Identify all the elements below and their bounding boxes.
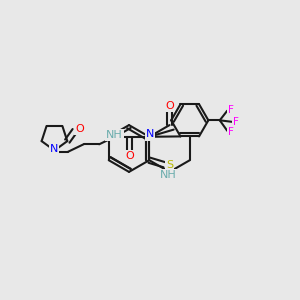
Text: NH: NH xyxy=(106,130,122,140)
Text: F: F xyxy=(233,117,239,127)
Text: O: O xyxy=(165,101,174,111)
Text: NH: NH xyxy=(160,170,176,180)
Text: N: N xyxy=(50,144,58,154)
Text: S: S xyxy=(166,160,173,170)
Text: F: F xyxy=(228,105,234,115)
Text: N: N xyxy=(146,129,154,140)
Text: F: F xyxy=(228,127,234,137)
Text: O: O xyxy=(125,151,134,161)
Text: O: O xyxy=(75,124,84,134)
